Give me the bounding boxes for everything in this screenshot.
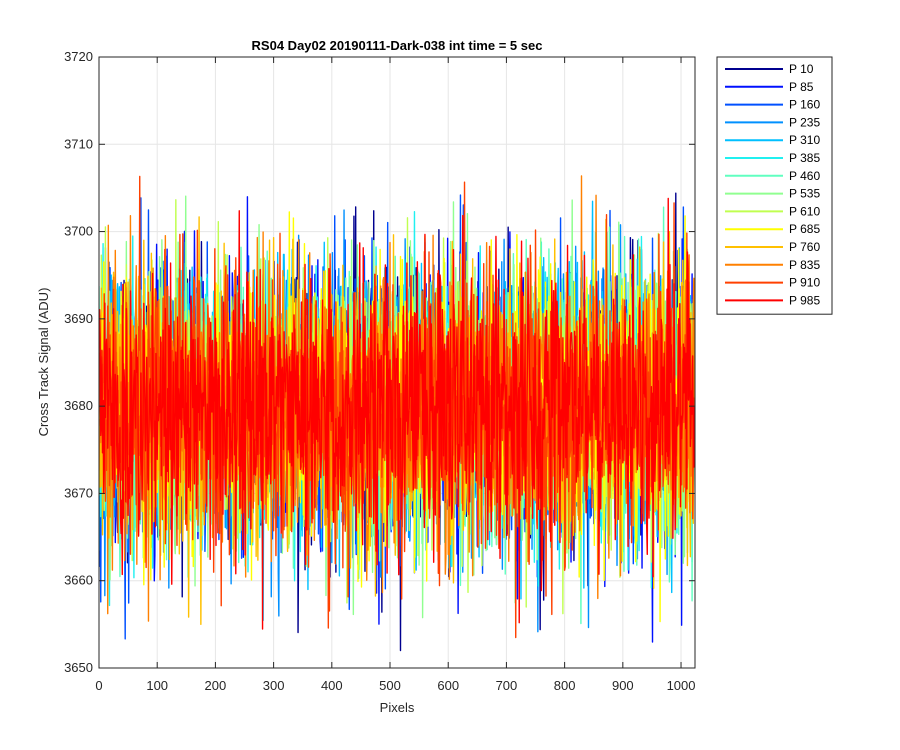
- legend-label: P 535: [789, 187, 820, 201]
- series-line-p-985: [99, 197, 695, 630]
- legend-label: P 385: [789, 151, 820, 165]
- legend-label: P 835: [789, 258, 820, 272]
- legend-label: P 160: [789, 98, 820, 112]
- x-tick-label: 400: [321, 678, 343, 693]
- axis-ticks: 0 100 200 300 400 500 600 700 800 900 1000 3650 3660…: [64, 49, 695, 693]
- legend-label: P 10: [789, 62, 814, 76]
- y-axis-label: Cross Track Signal (ADU): [36, 288, 51, 437]
- legend-label: P 310: [789, 133, 820, 147]
- legend-label: P 610: [789, 204, 820, 218]
- y-tick-label: 3720: [64, 49, 93, 64]
- y-tick-label: 3710: [64, 136, 93, 151]
- y-tick-label: 3650: [64, 660, 93, 675]
- legend-label: P 85: [789, 80, 814, 94]
- legend-label: P 985: [789, 293, 820, 307]
- x-tick-label: 1000: [667, 678, 696, 693]
- y-tick-label: 3660: [64, 573, 93, 588]
- x-axis-label: Pixels: [380, 700, 415, 715]
- y-tick-label: 3680: [64, 398, 93, 413]
- legend-label: P 460: [789, 169, 820, 183]
- x-tick-label: 0: [95, 678, 102, 693]
- legend-label: P 910: [789, 276, 820, 290]
- x-tick-label: 200: [205, 678, 227, 693]
- x-tick-label: 800: [554, 678, 576, 693]
- legend-label: P 235: [789, 115, 820, 129]
- y-tick-label: 3690: [64, 311, 93, 326]
- legend-label: P 760: [789, 240, 820, 254]
- x-tick-label: 300: [263, 678, 285, 693]
- legend-label: P 685: [789, 222, 820, 236]
- x-tick-label: 600: [437, 678, 459, 693]
- x-tick-label: 100: [146, 678, 168, 693]
- legend-box: [716, 56, 833, 315]
- chart-title: RS04 Day02 20190111-Dark-038 int time = …: [252, 38, 543, 53]
- x-tick-label: 700: [496, 678, 518, 693]
- y-tick-label: 3700: [64, 224, 93, 239]
- y-tick-label: 3670: [64, 485, 93, 500]
- legend: P 10 P 85 P 160 P 235 P 310 P 385 P 460 P 535 P …: [716, 56, 833, 315]
- x-tick-label: 900: [612, 678, 634, 693]
- x-tick-label: 500: [379, 678, 401, 693]
- series-lines: [99, 175, 695, 652]
- plot-frame: [98, 56, 696, 669]
